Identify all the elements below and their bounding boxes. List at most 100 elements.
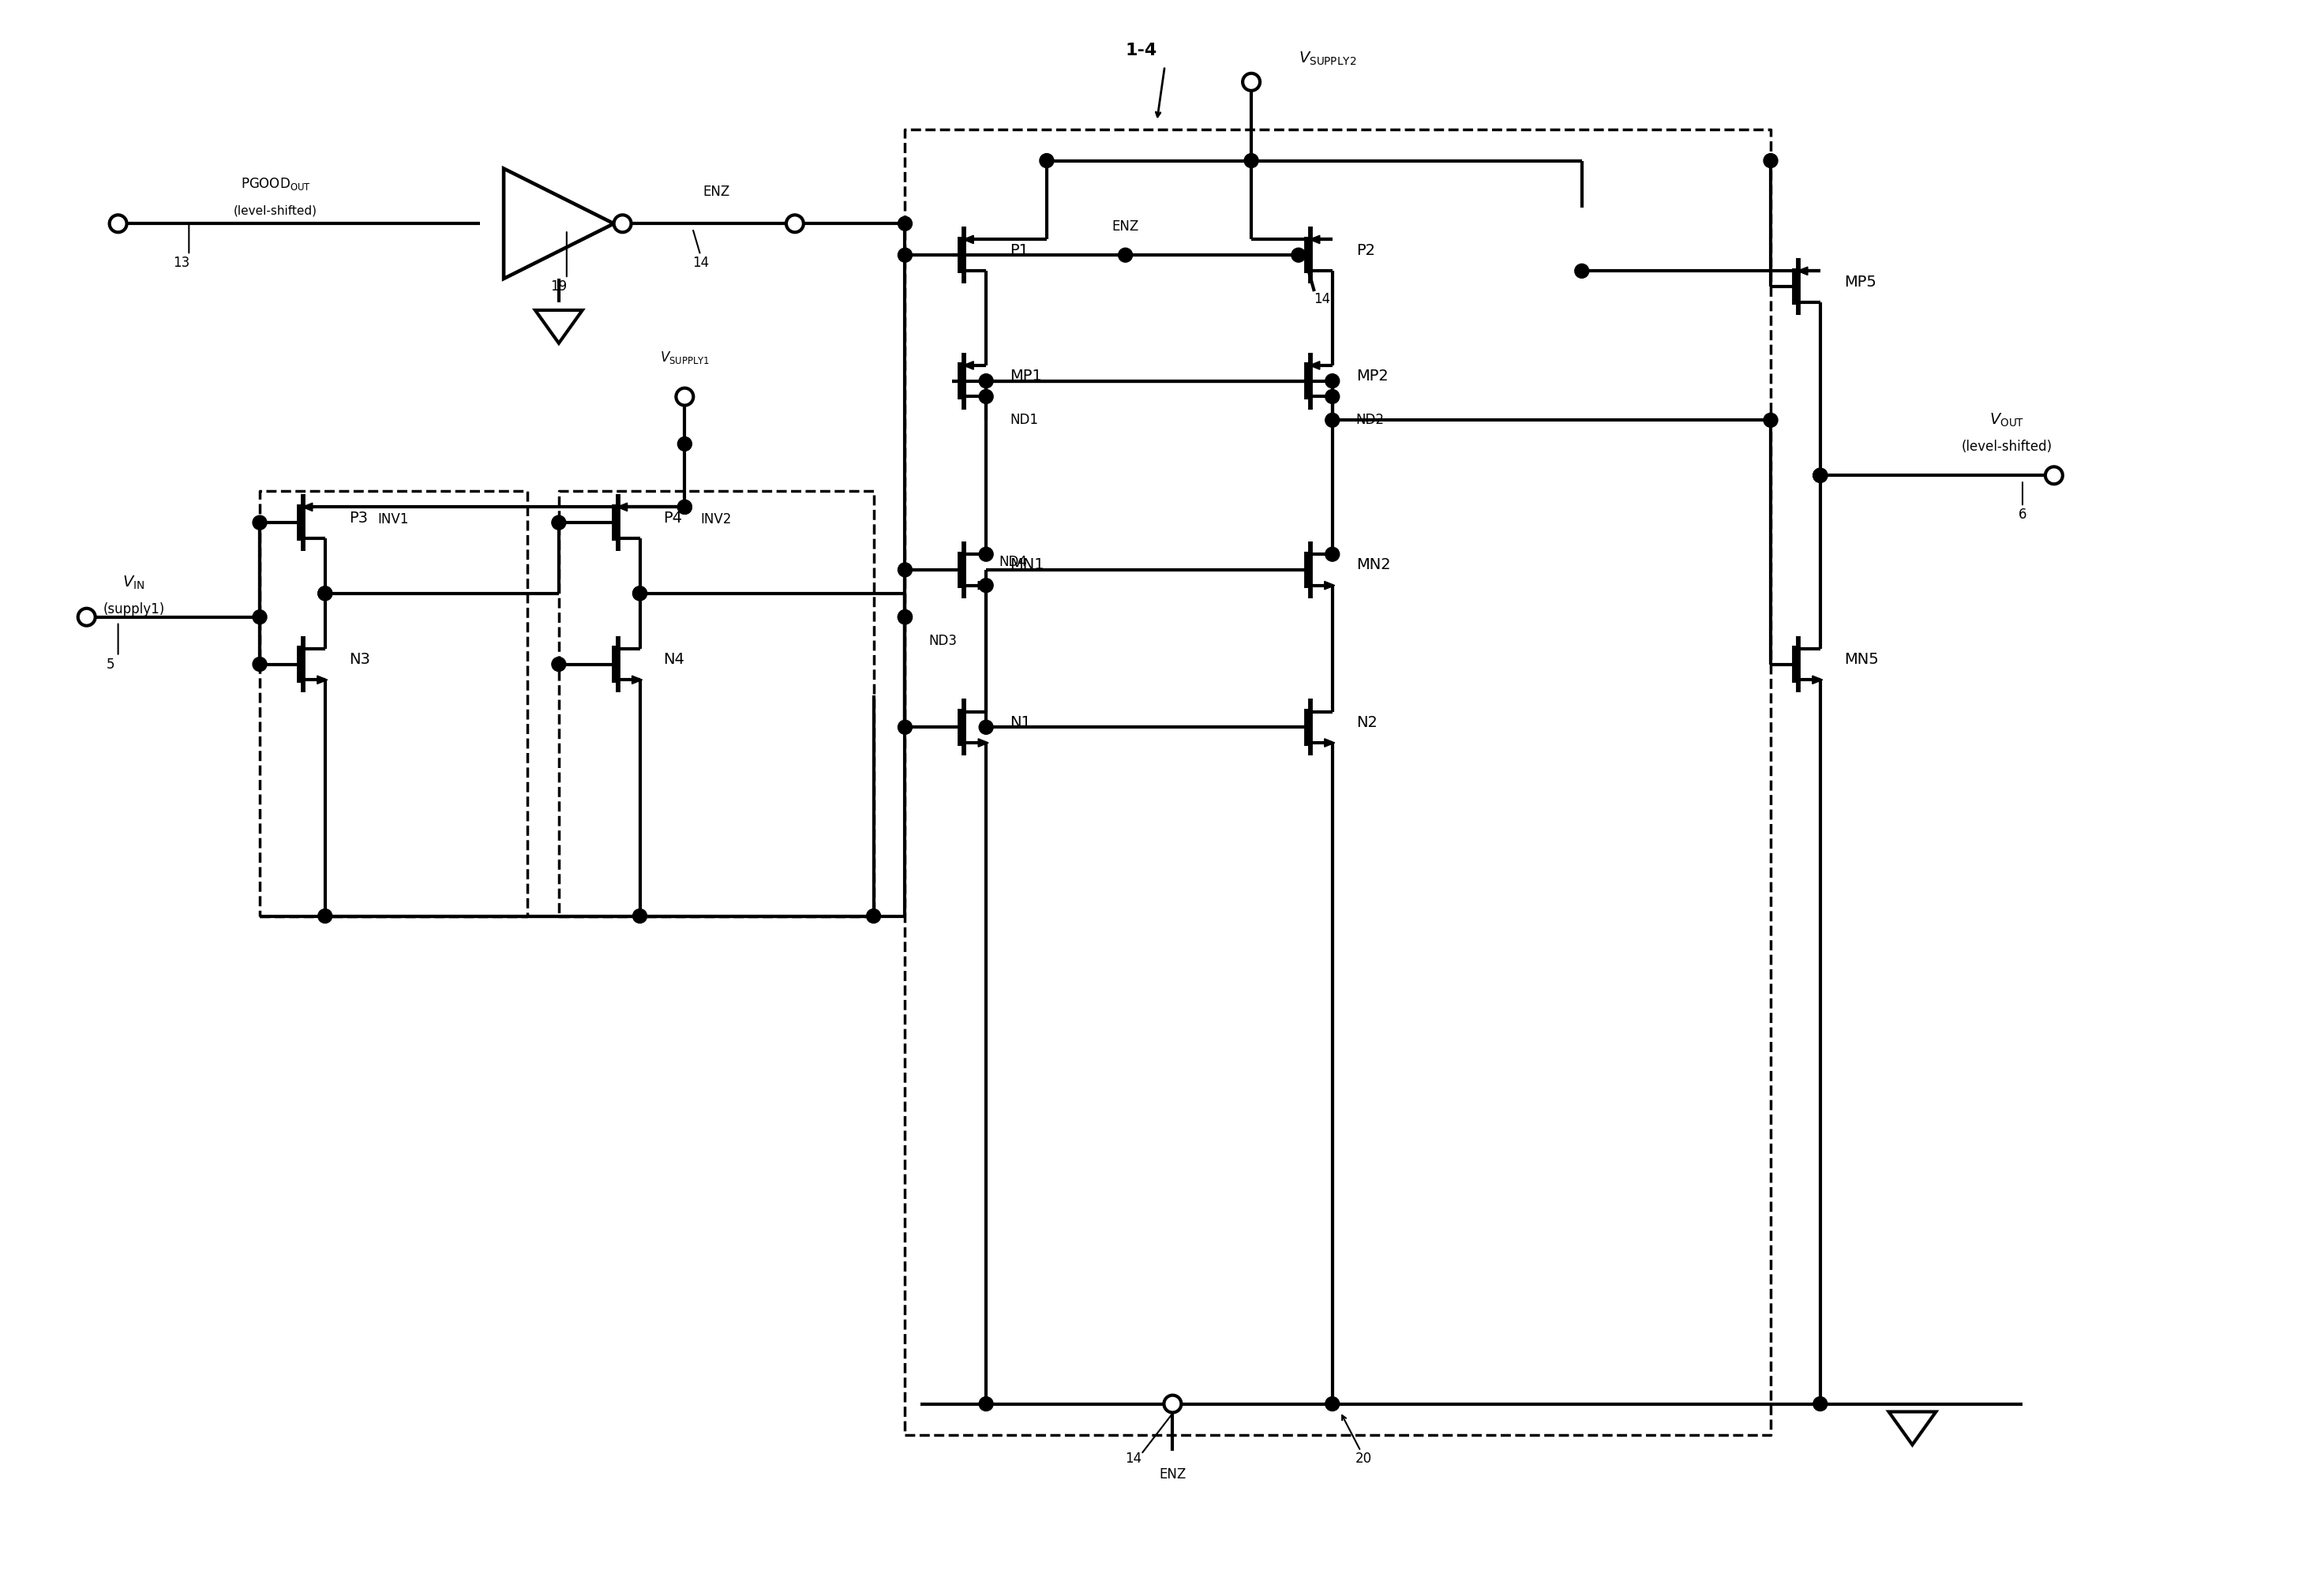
Text: MP1: MP1 (1009, 369, 1041, 383)
Text: MN1: MN1 (1009, 557, 1043, 573)
Polygon shape (1797, 267, 1809, 275)
Polygon shape (963, 361, 974, 370)
Text: 14: 14 (692, 255, 708, 270)
Text: N3: N3 (349, 653, 370, 667)
Circle shape (632, 586, 648, 600)
Text: 6: 6 (2018, 508, 2027, 522)
Text: MP5: MP5 (1843, 275, 1875, 289)
Circle shape (552, 658, 565, 672)
Circle shape (899, 247, 912, 262)
Circle shape (1813, 1396, 1827, 1411)
Circle shape (1165, 1395, 1181, 1412)
Circle shape (899, 217, 912, 231)
Text: MN5: MN5 (1843, 653, 1877, 667)
Polygon shape (1324, 739, 1335, 747)
Circle shape (899, 720, 912, 734)
Circle shape (979, 578, 993, 592)
Circle shape (1813, 468, 1827, 482)
Circle shape (1326, 547, 1340, 562)
Circle shape (253, 610, 267, 624)
Text: 13: 13 (172, 255, 188, 270)
Circle shape (632, 586, 648, 600)
Polygon shape (1324, 581, 1335, 589)
Polygon shape (317, 675, 326, 685)
Circle shape (317, 910, 333, 922)
Circle shape (1326, 413, 1340, 428)
Circle shape (979, 373, 993, 388)
Text: P3: P3 (349, 511, 368, 525)
Circle shape (78, 608, 94, 626)
Circle shape (1243, 73, 1259, 91)
Text: ENZ: ENZ (1112, 220, 1140, 235)
Text: MP2: MP2 (1356, 369, 1388, 383)
Circle shape (1326, 1396, 1340, 1411)
Circle shape (317, 586, 333, 600)
Circle shape (253, 516, 267, 530)
Circle shape (253, 658, 267, 672)
Text: INV2: INV2 (701, 512, 731, 527)
Text: 5: 5 (106, 658, 115, 672)
Text: (level-shifted): (level-shifted) (1960, 440, 2052, 455)
Text: P4: P4 (664, 511, 683, 525)
Text: ND1: ND1 (1009, 413, 1039, 428)
Polygon shape (1310, 361, 1319, 370)
Text: 14: 14 (1126, 1452, 1142, 1467)
Text: ND4: ND4 (1000, 555, 1027, 568)
Circle shape (1291, 247, 1305, 262)
Text: (supply1): (supply1) (103, 602, 165, 616)
Polygon shape (1310, 235, 1319, 244)
Text: $V_{\mathsf{SUPPLY1}}$: $V_{\mathsf{SUPPLY1}}$ (660, 350, 710, 365)
Text: $V_{\mathsf{IN}}$: $V_{\mathsf{IN}}$ (122, 575, 145, 591)
Polygon shape (618, 503, 627, 511)
Polygon shape (979, 581, 988, 589)
Circle shape (1763, 153, 1779, 168)
Text: $V_{\mathsf{SUPPLY2}}$: $V_{\mathsf{SUPPLY2}}$ (1298, 49, 1356, 67)
Circle shape (317, 586, 333, 600)
Text: ND2: ND2 (1356, 413, 1383, 428)
Circle shape (110, 215, 126, 233)
Text: PGOOD$_{\mathsf{OUT}}$: PGOOD$_{\mathsf{OUT}}$ (241, 177, 310, 192)
Circle shape (899, 610, 912, 624)
Circle shape (979, 1396, 993, 1411)
Circle shape (1243, 153, 1259, 168)
Circle shape (866, 910, 880, 922)
Text: N4: N4 (664, 653, 685, 667)
Circle shape (979, 389, 993, 404)
Circle shape (1813, 468, 1827, 482)
Text: N2: N2 (1356, 715, 1377, 729)
Polygon shape (632, 675, 641, 685)
Circle shape (678, 500, 692, 514)
Circle shape (632, 910, 648, 922)
Circle shape (1119, 247, 1133, 262)
Polygon shape (1813, 675, 1822, 685)
Circle shape (678, 500, 692, 514)
Text: ND3: ND3 (928, 634, 956, 648)
Text: P2: P2 (1356, 243, 1374, 259)
Text: INV1: INV1 (377, 512, 409, 527)
Circle shape (1039, 153, 1055, 168)
Circle shape (786, 215, 804, 233)
Circle shape (979, 720, 993, 734)
Text: P1: P1 (1009, 243, 1030, 259)
Text: (level-shifted): (level-shifted) (234, 206, 317, 217)
Circle shape (1574, 263, 1588, 278)
Circle shape (899, 610, 912, 624)
Text: 19: 19 (552, 279, 568, 294)
Circle shape (614, 215, 632, 233)
Text: ENZ: ENZ (1158, 1468, 1186, 1481)
Circle shape (899, 610, 912, 624)
Circle shape (1326, 373, 1340, 388)
Circle shape (552, 516, 565, 530)
Circle shape (979, 547, 993, 562)
Text: N1: N1 (1009, 715, 1032, 729)
Text: $V_{\mathsf{OUT}}$: $V_{\mathsf{OUT}}$ (1990, 412, 2025, 429)
Text: 14: 14 (1314, 292, 1331, 306)
Circle shape (1326, 389, 1340, 404)
Circle shape (676, 388, 694, 405)
Polygon shape (963, 235, 974, 244)
Text: ENZ: ENZ (703, 185, 731, 200)
Text: 1-4: 1-4 (1126, 43, 1156, 59)
Text: 20: 20 (1356, 1452, 1372, 1467)
Circle shape (678, 437, 692, 452)
Circle shape (1763, 413, 1779, 428)
